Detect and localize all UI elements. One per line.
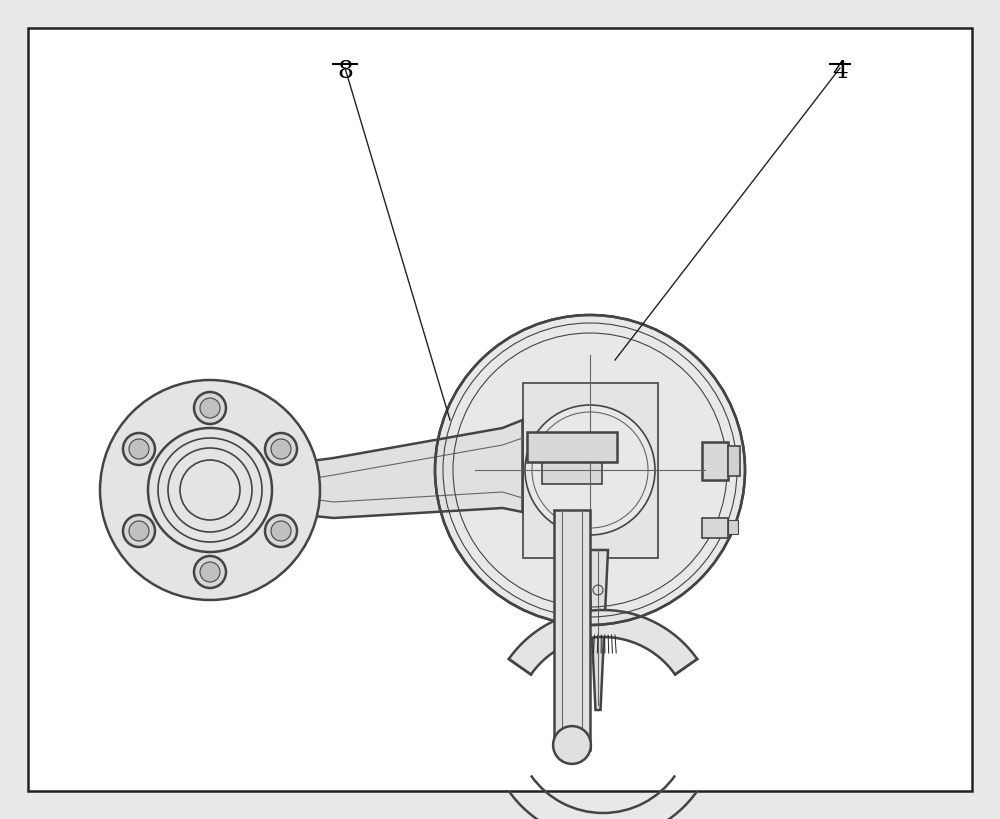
Circle shape: [200, 398, 220, 418]
Circle shape: [123, 433, 155, 465]
Circle shape: [435, 315, 745, 625]
Circle shape: [129, 439, 149, 459]
Bar: [522, 382, 658, 558]
Circle shape: [123, 515, 155, 547]
Bar: [554, 510, 590, 750]
Circle shape: [129, 521, 149, 541]
Circle shape: [525, 405, 655, 535]
Polygon shape: [304, 420, 522, 518]
Text: 4: 4: [832, 60, 848, 83]
Circle shape: [271, 521, 291, 541]
Bar: [527, 432, 617, 462]
Polygon shape: [588, 550, 608, 710]
Bar: [728, 520, 738, 534]
Circle shape: [200, 562, 220, 582]
Bar: [542, 462, 602, 484]
Circle shape: [194, 556, 226, 588]
Circle shape: [553, 726, 591, 764]
Circle shape: [194, 392, 226, 424]
Circle shape: [265, 433, 297, 465]
Circle shape: [271, 439, 291, 459]
Circle shape: [100, 380, 320, 600]
Polygon shape: [509, 610, 697, 675]
Circle shape: [265, 515, 297, 547]
Bar: [702, 518, 728, 538]
Bar: [728, 446, 740, 476]
Text: 8: 8: [337, 60, 353, 83]
Bar: [702, 442, 728, 480]
